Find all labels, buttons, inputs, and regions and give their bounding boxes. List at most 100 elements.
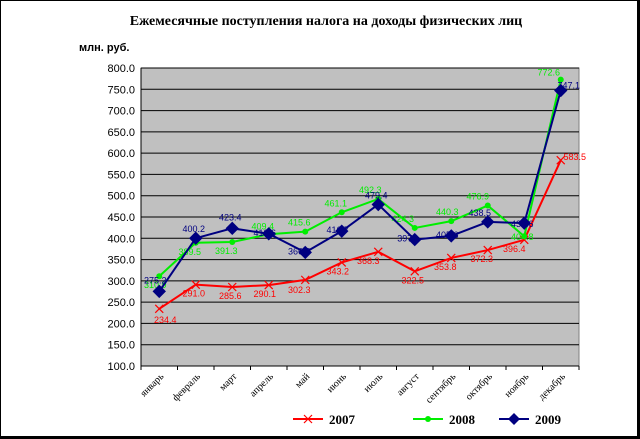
x-tick-label: декабрь (536, 371, 568, 403)
data-point (373, 247, 383, 257)
data-point (556, 155, 566, 165)
marker-stroke (300, 275, 310, 285)
data-point (446, 253, 456, 263)
data-point (484, 202, 491, 209)
data-point (483, 245, 493, 255)
data-point (335, 224, 349, 238)
data-label: 423.4 (219, 212, 242, 222)
y-tick-label: 750.0 (107, 84, 135, 96)
legend-item-2007: 2007 (293, 412, 356, 427)
data-label: 583.5 (563, 152, 586, 162)
marker-stroke (264, 280, 274, 290)
data-point (371, 197, 385, 212)
data-point (411, 224, 418, 231)
x-tick-label: август (395, 371, 422, 398)
data-label: 772.6 (537, 68, 560, 78)
x-tick-label: март (217, 371, 239, 393)
data-point (264, 280, 274, 290)
legend-label: 2007 (329, 412, 356, 427)
y-axis-unit: млн. руб. (79, 42, 129, 54)
x-tick-label: октябрь (464, 371, 496, 403)
data-point (229, 238, 236, 245)
data-label: 366.8 (288, 246, 311, 256)
legend-marker (425, 416, 431, 422)
data-point (189, 231, 203, 245)
data-point (152, 284, 166, 299)
data-point (444, 229, 458, 243)
data-point (262, 227, 276, 241)
chart-title: Ежемесячные поступления налога на доходы… (130, 14, 523, 29)
x-tick-labels: январь февраль март апрель май июнь июль август… (138, 371, 568, 406)
y-tick-label: 800.0 (107, 63, 135, 75)
marker-stroke (483, 245, 493, 255)
marker-stroke (191, 280, 201, 290)
marker-stroke (337, 258, 347, 267)
data-label: 438.5 (468, 208, 491, 218)
data-label: 322.5 (401, 275, 424, 285)
data-label: 275.2 (144, 275, 167, 285)
marker-stroke (373, 247, 383, 257)
data-label: 404.8 (511, 232, 534, 242)
data-label: 410.6 (253, 228, 276, 238)
y-tick-labels: 100.0 150.0 200.0 250.0 300.0 350.0 400.0 450.0… (107, 63, 135, 373)
data-point (156, 273, 163, 280)
y-tick-label: 300.0 (107, 276, 135, 288)
data-label: 424.3 (391, 214, 414, 224)
data-label: 461.1 (324, 198, 347, 208)
data-label: 285.6 (219, 291, 242, 301)
data-point (517, 216, 531, 230)
data-label: 343.2 (326, 266, 349, 276)
legend-marker (508, 413, 520, 425)
x-tick-label: июль (362, 371, 386, 395)
data-label: 479.4 (365, 190, 388, 200)
marker-stroke (556, 155, 566, 165)
data-point (521, 233, 528, 240)
data-point (298, 245, 312, 260)
y-tick-label: 250.0 (107, 297, 135, 309)
data-point (410, 266, 420, 276)
marker-stroke (410, 266, 420, 276)
data-point (481, 215, 495, 229)
x-tick-label: апрель (248, 371, 276, 399)
gridlines (141, 67, 579, 346)
legend-marker (303, 414, 313, 424)
data-label: 396.4 (503, 244, 526, 254)
x-tick-label: январь (138, 371, 166, 399)
data-label: 405.6 (436, 230, 459, 240)
series-line-2007 (158, 159, 562, 310)
data-point (227, 282, 237, 292)
y-tick-label: 400.0 (107, 233, 135, 245)
y-tick-label: 650.0 (107, 127, 135, 139)
data-label: 353.8 (434, 262, 457, 272)
legend-item-2008: 2008 (413, 412, 476, 427)
data-label: 409.4 (251, 221, 274, 231)
marker-stroke (227, 282, 237, 292)
data-point (154, 304, 164, 314)
data-label: 415.6 (288, 218, 311, 228)
data-label: 291.0 (182, 289, 205, 299)
marker-stroke (446, 253, 456, 263)
legend-label: 2008 (449, 412, 476, 427)
y-tick-label: 200.0 (107, 318, 135, 330)
y-tick-label: 350.0 (107, 255, 135, 267)
data-point (448, 218, 455, 225)
data-label: 234.4 (154, 315, 177, 325)
marker-stroke (154, 304, 164, 314)
data-label: 400.2 (182, 224, 205, 234)
data-point (338, 209, 345, 216)
series-2008: 310.9 389.5 391.3 409.4 415.6 461.1 492.3 424.3… (144, 68, 564, 290)
series-2009: 275.2 400.2 423.4 410.6 366.8 416.7 479.4 397 40… (144, 81, 580, 299)
data-point (300, 275, 310, 285)
x-tick-label: июнь (325, 371, 349, 395)
data-point (408, 232, 422, 247)
y-tick-label: 150.0 (107, 340, 135, 352)
data-label: 302.3 (288, 285, 311, 295)
data-label: 492.3 (359, 185, 382, 195)
legend-label: 2009 (535, 412, 562, 427)
legend-item-2009: 2009 (499, 412, 562, 427)
data-point (557, 76, 564, 83)
data-point (554, 83, 568, 98)
series-group: 234.4 291.0 285.6 290.1 302.3 343.2 368.3 322.5… (144, 68, 586, 325)
